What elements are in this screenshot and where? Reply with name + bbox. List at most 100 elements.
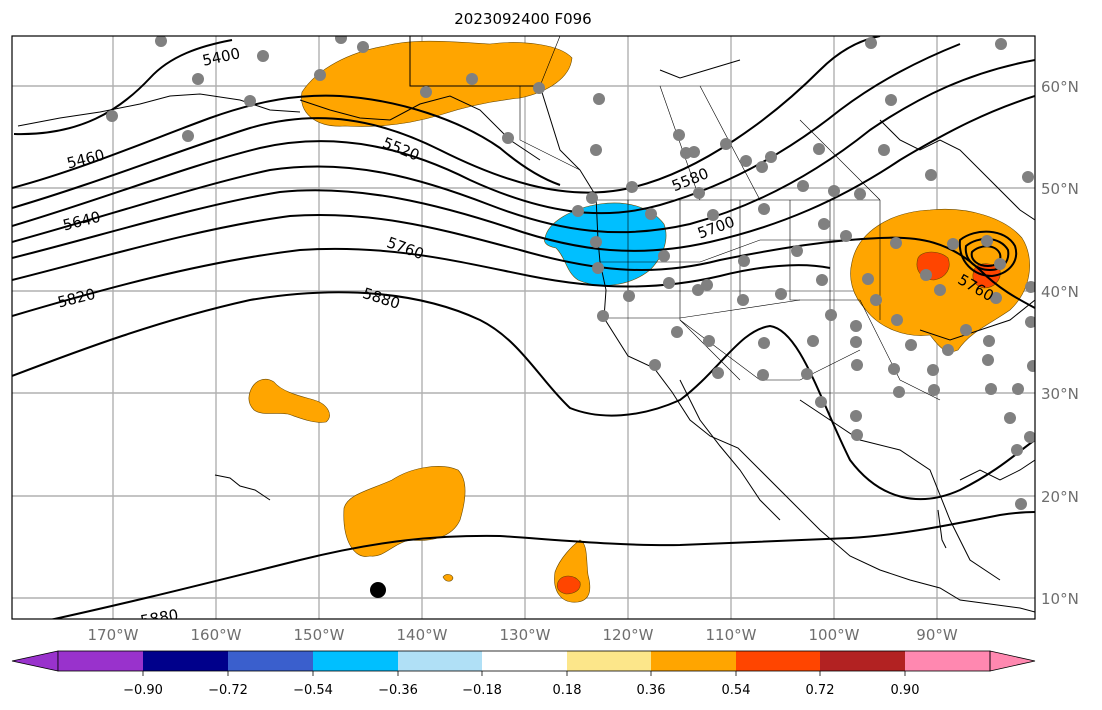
colorbar-frame: [57, 650, 991, 672]
colorbar-segment: [736, 651, 820, 671]
station-marker: [740, 155, 752, 167]
station-marker: [981, 235, 993, 247]
station-marker: [758, 337, 770, 349]
contour-5400: [13, 39, 233, 136]
station-marker: [947, 238, 959, 250]
lon-label: 100°W: [809, 626, 860, 644]
station-marker: [593, 93, 605, 105]
colorbar-segment: [820, 651, 905, 671]
station-marker: [756, 161, 768, 173]
colorbar-label: −0.54: [293, 683, 333, 698]
station-marker: [1015, 498, 1027, 510]
station-marker: [890, 237, 902, 249]
station-marker: [597, 310, 609, 322]
station-marker: [1004, 412, 1016, 424]
station-marker: [865, 37, 877, 49]
station-marker: [985, 383, 997, 395]
station-marker: [960, 324, 972, 336]
station-marker: [813, 143, 825, 155]
coastlines: [17, 36, 1035, 613]
station-marker: [840, 230, 852, 242]
contour-label: 5760: [384, 233, 426, 263]
colorbar-min-extend: [11, 650, 59, 672]
colorbar-label: −0.90: [123, 683, 163, 698]
contour-5520: [12, 36, 881, 209]
station-marker: [738, 255, 750, 267]
station-marker: [807, 335, 819, 347]
station-marker: [934, 284, 946, 296]
lon-label: 120°W: [603, 626, 654, 644]
contour-label: 5880: [360, 284, 402, 313]
station-marker: [623, 290, 635, 302]
highlight-marker: [370, 582, 386, 598]
station-marker: [106, 110, 118, 122]
colorbar-segment: [482, 651, 567, 671]
station-marker: [878, 144, 890, 156]
station-marker: [420, 86, 432, 98]
colorbar-label: 0.54: [722, 683, 751, 698]
state-borders: [519, 36, 941, 420]
colorbar-segment: [228, 651, 313, 671]
station-marker: [851, 429, 863, 441]
station-marker: [791, 245, 803, 257]
colorbar-segment: [313, 651, 398, 671]
lon-label: 170°W: [88, 626, 139, 644]
lat-label: 50°N: [1041, 180, 1079, 198]
colorbar: −0.90 −0.72 −0.54 −0.36 −0.18 0.18 0.36 …: [11, 650, 1036, 698]
colorbar-label: 0.18: [553, 683, 582, 698]
colorbar-label: 0.72: [806, 683, 835, 698]
contour-label: 5640: [61, 208, 102, 235]
station-marker: [870, 294, 882, 306]
station-marker: [590, 236, 602, 248]
station-marker: [925, 169, 937, 181]
lon-label: 140°W: [397, 626, 448, 644]
height-contours: [12, 36, 1035, 619]
station-marker: [797, 180, 809, 192]
lon-label: 90°W: [916, 626, 958, 644]
station-marker: [765, 151, 777, 163]
station-marker: [502, 132, 514, 144]
station-marker: [533, 82, 545, 94]
station-marker: [775, 288, 787, 300]
station-marker: [712, 367, 724, 379]
alaska-positive-region: [301, 40, 573, 127]
station-marker: [893, 386, 905, 398]
station-marker: [815, 396, 827, 408]
midwest-positive-region: [850, 208, 1030, 352]
station-marker: [314, 69, 326, 81]
station-marker: [707, 209, 719, 221]
station-marker: [257, 50, 269, 62]
station-marker: [1022, 171, 1034, 183]
map-frame: [11, 35, 1036, 620]
station-marker: [905, 339, 917, 351]
lat-label: 10°N: [1041, 590, 1079, 608]
station-marker: [1025, 316, 1035, 328]
contour-5460: [12, 94, 561, 189]
eastern-pacific-strong-core: [556, 575, 581, 595]
colorbar-label: 0.36: [637, 683, 666, 698]
station-marker: [862, 273, 874, 285]
map-title: 2023092400 F096: [454, 10, 592, 28]
station-marker: [155, 36, 167, 47]
station-marker: [983, 335, 995, 347]
station-marker: [851, 359, 863, 371]
station-marker: [928, 384, 940, 396]
colorbar-label: 0.90: [891, 683, 920, 698]
colorbar-segment: [905, 651, 990, 671]
station-marker: [182, 130, 194, 142]
station-marker: [649, 359, 661, 371]
station-marker: [671, 326, 683, 338]
colorbar-max-extend: [989, 650, 1036, 672]
midwest-low-ring-1: [958, 230, 1018, 278]
station-marker: [572, 205, 584, 217]
station-marker: [818, 218, 830, 230]
lat-label: 20°N: [1041, 488, 1079, 506]
station-marker: [1012, 383, 1024, 395]
station-marker: [982, 354, 994, 366]
station-marker: [673, 129, 685, 141]
lon-label: 130°W: [500, 626, 551, 644]
hawaii-north-positive-region: [248, 379, 330, 423]
station-marker: [816, 274, 828, 286]
station-marker: [888, 363, 900, 375]
